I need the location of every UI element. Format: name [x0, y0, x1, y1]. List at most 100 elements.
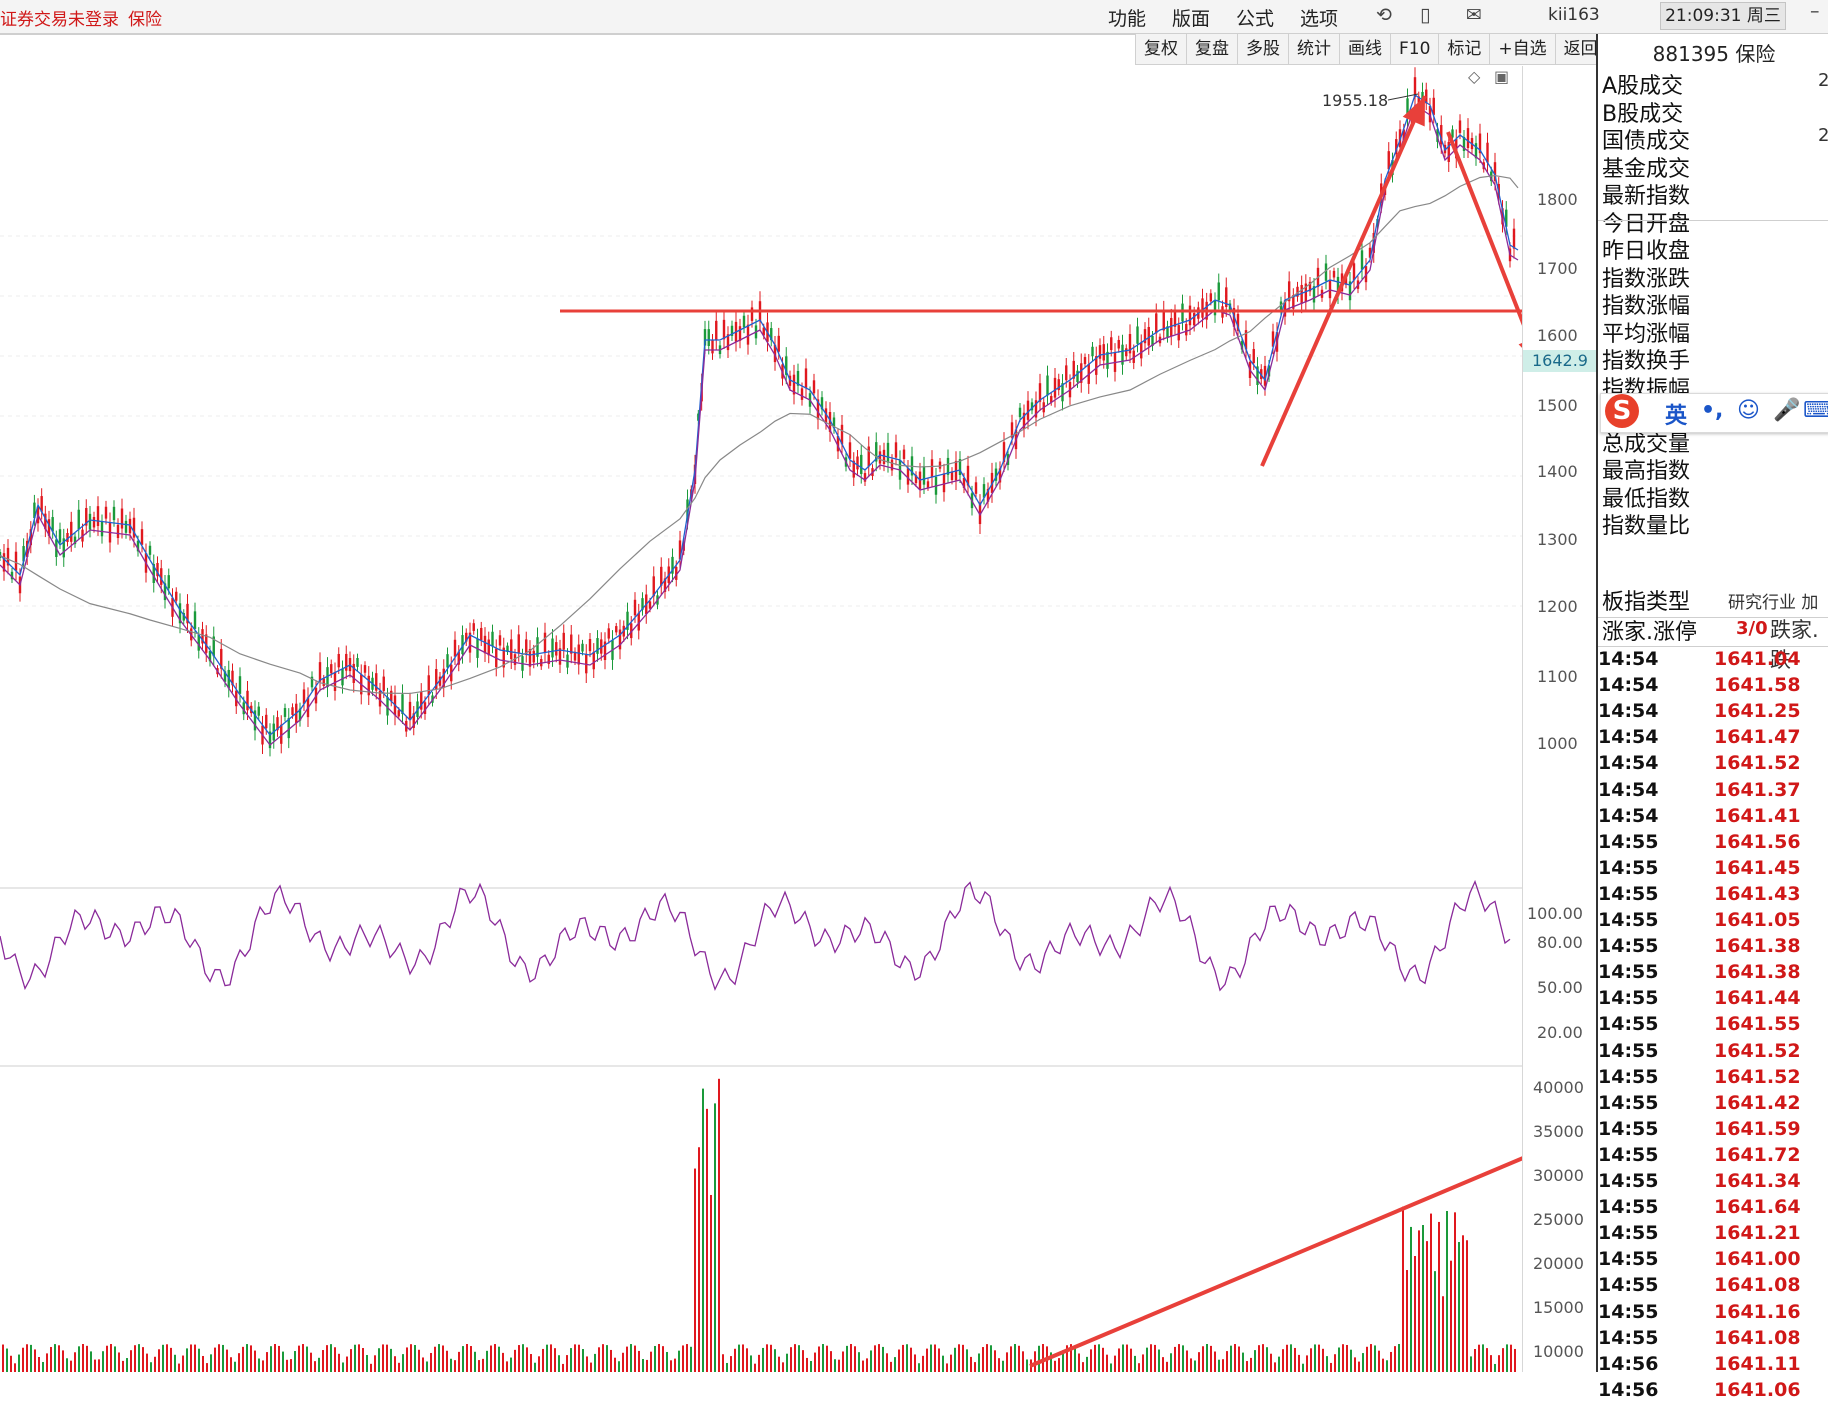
candle-body: [201, 629, 204, 644]
info-label: 指数涨幅: [1602, 294, 1691, 319]
mail-icon[interactable]: ✉: [1466, 4, 1482, 26]
volume-bar: [386, 1344, 388, 1372]
volume-bar: [514, 1349, 516, 1372]
ime-punctuation-icon[interactable]: •,: [1701, 398, 1724, 423]
volume-bar: [318, 1357, 320, 1372]
menu-options[interactable]: 选项: [1300, 8, 1339, 30]
volume-bar: [1350, 1349, 1352, 1372]
volume-bar: [1130, 1348, 1132, 1372]
multi-stock-button[interactable]: 多股: [1237, 34, 1288, 65]
volume-bar: [302, 1344, 304, 1372]
volume-bar: [1278, 1356, 1280, 1372]
tick-time: 14:55: [1598, 987, 1659, 1010]
minimize-icon[interactable]: –: [1810, 0, 1820, 22]
volume-bar: [602, 1344, 604, 1372]
replay-button[interactable]: 复盘: [1186, 34, 1237, 65]
candle-body: [420, 691, 423, 710]
login-status[interactable]: 证券交易未登录: [0, 10, 119, 30]
menu-layout[interactable]: 版面: [1172, 8, 1211, 30]
volume-bar: [974, 1362, 976, 1372]
candle-body: [472, 623, 475, 631]
volume-bar: [938, 1348, 940, 1372]
board-type-label: 板指类型: [1602, 590, 1691, 615]
info-value: 2: [1818, 125, 1828, 146]
volume-bar: [1042, 1344, 1044, 1372]
save-icon[interactable]: ▯: [1420, 4, 1431, 26]
volume-bar: [1342, 1344, 1344, 1372]
volume-bar: [1466, 1240, 1468, 1372]
volume-bar: [170, 1347, 172, 1372]
ime-toolbar[interactable]: S 英 •, ☺ 🎤 ⌨: [1600, 393, 1828, 433]
candle-body: [742, 315, 746, 328]
volume-bar: [1090, 1349, 1092, 1372]
tick-price: 1641.25: [1714, 700, 1801, 723]
candle-body: [902, 449, 906, 459]
candle-body: [930, 459, 934, 478]
kline-chart-area[interactable]: 1955.18 ◇ ▣: [0, 66, 1828, 1372]
volume-bar: [326, 1345, 328, 1372]
volume-bar: [846, 1345, 848, 1372]
candle-body: [603, 641, 607, 661]
candle-body: [715, 320, 718, 340]
menu-formula[interactable]: 公式: [1236, 8, 1275, 30]
ime-language-toggle[interactable]: 英: [1665, 404, 1688, 429]
candle-body: [1312, 286, 1316, 303]
tick-time: 14:54: [1598, 726, 1659, 749]
volume-bar: [1306, 1355, 1308, 1372]
draw-line-button[interactable]: 画线: [1339, 34, 1390, 65]
volume-bar: [1206, 1344, 1208, 1372]
adjust-button[interactable]: 复权: [1135, 34, 1186, 65]
volume-bar: [1234, 1344, 1236, 1372]
candle-body: [280, 724, 283, 744]
add-watchlist-button[interactable]: +自选: [1489, 34, 1555, 65]
volume-bar: [990, 1345, 992, 1372]
candle-body: [408, 701, 412, 721]
volume-tick: 10000: [1533, 1342, 1584, 1361]
candle-body: [1344, 277, 1348, 285]
volume-bar: [678, 1350, 680, 1372]
candle-body: [974, 482, 978, 494]
kline-chart[interactable]: 1955.18 ◇ ▣: [0, 66, 1828, 1372]
tick-time: 14:54: [1598, 674, 1659, 697]
volume-bar: [866, 1358, 868, 1372]
ime-emoji-icon[interactable]: ☺: [1737, 398, 1760, 423]
mark-button[interactable]: 标记: [1438, 34, 1490, 65]
candle-body: [860, 454, 863, 475]
volume-bar: [214, 1347, 216, 1372]
ime-mic-icon[interactable]: 🎤: [1773, 398, 1801, 423]
refresh-icon[interactable]: ⟲: [1376, 4, 1392, 26]
tick-price: 1641.45: [1714, 856, 1801, 879]
statistics-button[interactable]: 统计: [1288, 34, 1339, 65]
candle-body: [1095, 356, 1098, 375]
volume-bar: [842, 1351, 844, 1372]
username[interactable]: kii163: [1548, 5, 1600, 25]
candle-body: [356, 658, 359, 667]
price-tick: 1600: [1537, 326, 1578, 345]
volume-bar: [1098, 1344, 1100, 1372]
candle-body: [367, 675, 370, 696]
volume-bar: [594, 1353, 596, 1372]
volume-bar: [1198, 1352, 1200, 1372]
candle-body: [73, 536, 77, 545]
tick-time: 14:55: [1598, 1117, 1659, 1140]
volume-bar: [1174, 1346, 1176, 1372]
candle-body: [1447, 141, 1450, 162]
candle-body: [1050, 396, 1053, 403]
volume-tick: 25000: [1533, 1210, 1584, 1229]
menu-function[interactable]: 功能: [1108, 8, 1147, 30]
volume-bar: [258, 1358, 260, 1372]
candle-body: [1283, 300, 1287, 317]
volume-bar: [1014, 1344, 1016, 1372]
candle-body: [124, 520, 128, 533]
volume-bar: [1230, 1345, 1232, 1372]
volume-bar: [558, 1355, 560, 1372]
volume-bar: [814, 1352, 816, 1372]
volume-bar: [738, 1344, 740, 1372]
volume-bar: [1054, 1360, 1056, 1372]
candle-body: [345, 653, 348, 671]
volume-bar: [1422, 1225, 1424, 1372]
f10-button[interactable]: F10: [1390, 34, 1439, 65]
candle-body: [310, 676, 314, 688]
ime-keyboard-icon[interactable]: ⌨: [1803, 398, 1828, 423]
ime-logo-icon[interactable]: S: [1605, 394, 1639, 428]
